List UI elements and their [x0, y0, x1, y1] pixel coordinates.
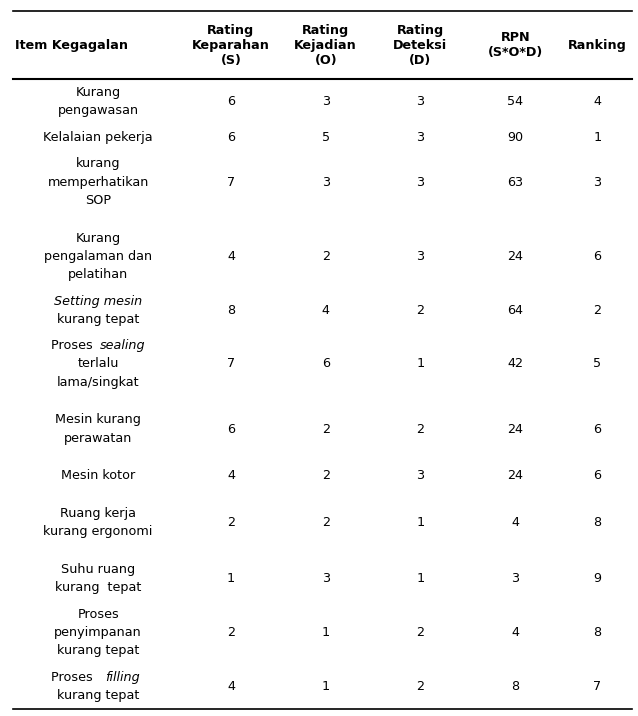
Text: pengalaman dan: pengalaman dan — [44, 250, 152, 263]
Text: 5: 5 — [322, 131, 330, 144]
Text: kurang tepat: kurang tepat — [57, 644, 139, 657]
Text: 8: 8 — [593, 626, 601, 639]
Text: Setting mesin: Setting mesin — [50, 294, 146, 308]
Text: Kurang: Kurang — [76, 86, 121, 99]
Text: Kelalaian pekerja: Kelalaian pekerja — [43, 131, 153, 144]
Text: Mesin kurang: Mesin kurang — [56, 413, 141, 427]
Text: 1: 1 — [227, 572, 235, 585]
Text: 24: 24 — [507, 470, 523, 483]
Text: 4: 4 — [511, 516, 519, 529]
Text: 2: 2 — [322, 250, 330, 263]
Text: 64: 64 — [507, 304, 523, 316]
Text: SOP: SOP — [85, 194, 111, 207]
Text: 8: 8 — [593, 516, 601, 529]
Text: 5: 5 — [593, 357, 601, 370]
Text: 2: 2 — [417, 422, 424, 435]
Text: Kurang: Kurang — [76, 231, 121, 245]
Text: 1: 1 — [417, 516, 424, 529]
Text: 54: 54 — [507, 95, 523, 108]
Text: 4: 4 — [322, 304, 330, 316]
Text: 1: 1 — [322, 626, 330, 639]
Text: 2: 2 — [322, 422, 330, 435]
Text: 9: 9 — [593, 572, 601, 585]
Text: 3: 3 — [593, 175, 601, 188]
Text: 2: 2 — [417, 680, 424, 693]
Text: pengawasan: pengawasan — [57, 105, 138, 117]
Text: 6: 6 — [227, 131, 235, 144]
Text: 2: 2 — [322, 470, 330, 483]
Text: 2: 2 — [322, 516, 330, 529]
Text: 1: 1 — [593, 131, 601, 144]
Text: 6: 6 — [593, 470, 601, 483]
Text: 4: 4 — [227, 470, 235, 483]
Text: 6: 6 — [322, 357, 330, 370]
Text: 3: 3 — [417, 131, 424, 144]
Text: 24: 24 — [507, 250, 523, 263]
Text: 2: 2 — [417, 626, 424, 639]
Text: 1: 1 — [417, 572, 424, 585]
Text: Ruang kerja: Ruang kerja — [60, 507, 136, 521]
Text: 7: 7 — [593, 680, 601, 693]
Text: 6: 6 — [227, 422, 235, 435]
Text: Item Kegagalan: Item Kegagalan — [15, 39, 128, 52]
Text: 90: 90 — [507, 131, 523, 144]
Text: Rating
Kejadian
(O): Rating Kejadian (O) — [294, 24, 357, 67]
Text: 4: 4 — [227, 250, 235, 263]
Text: 1: 1 — [322, 680, 330, 693]
Text: kurang tepat: kurang tepat — [57, 313, 139, 326]
Text: 3: 3 — [417, 250, 424, 263]
Text: 4: 4 — [227, 680, 235, 693]
Text: 3: 3 — [417, 175, 424, 188]
Text: Ranking: Ranking — [568, 39, 627, 52]
Text: 63: 63 — [507, 175, 523, 188]
Text: 3: 3 — [322, 95, 330, 108]
Text: 8: 8 — [511, 680, 519, 693]
Text: 8: 8 — [227, 304, 235, 316]
Text: 2: 2 — [227, 516, 235, 529]
Text: Rating
Keparahan
(S): Rating Keparahan (S) — [192, 24, 270, 67]
Text: sealing: sealing — [100, 339, 145, 352]
Text: filling: filling — [105, 671, 140, 684]
Text: 1: 1 — [417, 357, 424, 370]
Text: kurang tepat: kurang tepat — [57, 689, 139, 702]
Text: Mesin kotor: Mesin kotor — [61, 470, 135, 483]
Text: Proses: Proses — [77, 608, 119, 621]
Text: 2: 2 — [227, 626, 235, 639]
Text: 2: 2 — [593, 304, 601, 316]
Text: 3: 3 — [511, 572, 519, 585]
Text: Suhu ruang: Suhu ruang — [61, 563, 135, 576]
Text: 4: 4 — [593, 95, 601, 108]
Text: 24: 24 — [507, 422, 523, 435]
Text: Proses: Proses — [50, 339, 96, 352]
Text: terlalu: terlalu — [77, 357, 119, 370]
Text: 42: 42 — [507, 357, 523, 370]
Text: 7: 7 — [227, 175, 235, 188]
Text: kurang ergonomi: kurang ergonomi — [43, 526, 153, 538]
Text: 6: 6 — [593, 422, 601, 435]
Text: penyimpanan: penyimpanan — [54, 626, 142, 639]
Text: 3: 3 — [322, 175, 330, 188]
Text: 7: 7 — [227, 357, 235, 370]
Text: kurang  tepat: kurang tepat — [55, 581, 142, 594]
Text: perawatan: perawatan — [64, 432, 132, 445]
Text: Setting mesin: Setting mesin — [54, 294, 142, 308]
Text: RPN
(S*O*D): RPN (S*O*D) — [487, 31, 543, 59]
Text: lama/singkat: lama/singkat — [57, 376, 140, 389]
Text: Proses: Proses — [50, 671, 96, 684]
Text: memperhatikan: memperhatikan — [47, 175, 149, 188]
Text: 3: 3 — [417, 470, 424, 483]
Text: 3: 3 — [417, 95, 424, 108]
Text: Rating
Deteksi
(D): Rating Deteksi (D) — [394, 24, 448, 67]
Text: 3: 3 — [322, 572, 330, 585]
Text: 6: 6 — [227, 95, 235, 108]
Text: kurang: kurang — [76, 158, 121, 170]
Text: pelatihan: pelatihan — [68, 268, 128, 281]
Text: 4: 4 — [511, 626, 519, 639]
Text: 6: 6 — [593, 250, 601, 263]
Text: 2: 2 — [417, 304, 424, 316]
